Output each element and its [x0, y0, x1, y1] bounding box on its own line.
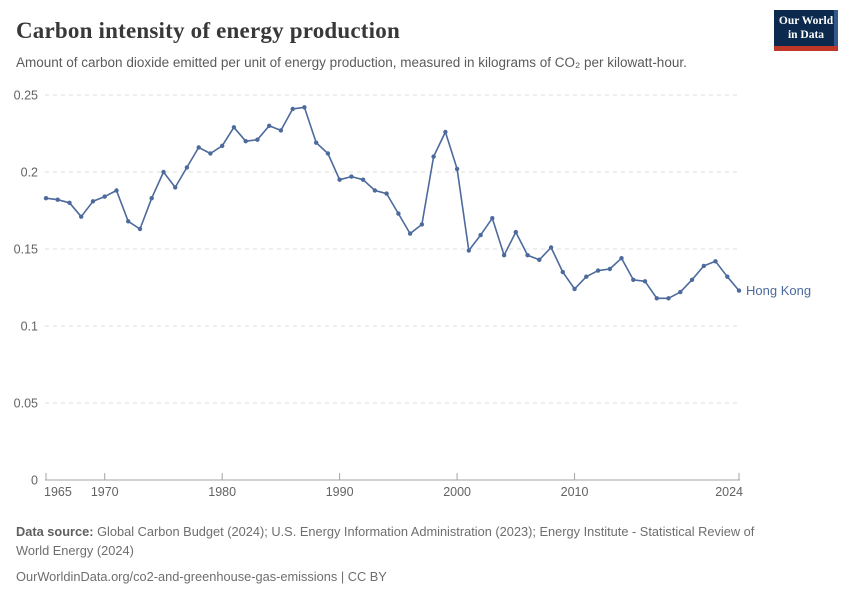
data-point[interactable] — [419, 221, 425, 227]
data-point[interactable] — [431, 153, 436, 159]
x-tick-label: 1970 — [91, 485, 119, 499]
data-point[interactable] — [55, 197, 60, 202]
data-point[interactable] — [501, 252, 507, 257]
page-root: Carbon intensity of energy production Am… — [0, 0, 850, 73]
data-point[interactable] — [548, 244, 554, 250]
y-tick-label: 0 — [31, 473, 38, 487]
data-point[interactable] — [43, 195, 49, 200]
data-point[interactable] — [678, 289, 683, 294]
logo-red-bar — [774, 46, 838, 51]
data-point[interactable] — [90, 198, 96, 204]
data-point[interactable] — [349, 173, 354, 179]
data-point[interactable] — [67, 200, 72, 205]
x-tick-label: 1990 — [326, 485, 354, 499]
datasource-text: Global Carbon Budget (2024); U.S. Energy… — [16, 523, 755, 558]
data-point[interactable] — [537, 257, 542, 262]
x-tick-label: 2000 — [443, 485, 471, 499]
datasource-line: Data source: Global Carbon Budget (2024)… — [16, 522, 758, 560]
data-point[interactable] — [137, 226, 143, 231]
data-point[interactable] — [173, 184, 178, 190]
data-point[interactable] — [572, 286, 577, 291]
x-tick-label: 2024 — [715, 485, 743, 499]
data-point[interactable] — [560, 269, 565, 274]
footer: Data source: Global Carbon Budget (2024)… — [0, 522, 850, 587]
data-point[interactable] — [184, 164, 190, 170]
y-tick-label: 0.15 — [14, 242, 38, 256]
data-point[interactable] — [255, 137, 260, 142]
page-subtitle: Amount of carbon dioxide emitted per uni… — [16, 55, 687, 70]
data-point[interactable] — [79, 214, 84, 219]
y-tick-label: 0.05 — [14, 396, 38, 410]
data-point[interactable] — [513, 229, 518, 234]
data-point[interactable] — [466, 247, 471, 253]
x-tick-label: 1980 — [208, 485, 236, 499]
page-title: Carbon intensity of energy production — [16, 18, 400, 43]
citation-line[interactable]: OurWorldinData.org/co2-and-greenhouse-ga… — [16, 568, 387, 584]
series-line-hong-kong[interactable] — [45, 106, 740, 299]
logo-background — [774, 10, 838, 51]
data-point[interactable] — [666, 295, 671, 301]
data-point[interactable] — [290, 106, 295, 111]
y-tick-label: 0.25 — [14, 88, 38, 102]
y-tick-label: 0.1 — [21, 319, 38, 333]
data-point[interactable] — [631, 277, 636, 282]
datasource-label: Data source: — [16, 523, 94, 539]
data-point[interactable] — [478, 232, 483, 237]
data-point[interactable] — [302, 104, 307, 110]
owid-logo[interactable]: Our World in Data — [774, 10, 838, 51]
data-point[interactable] — [642, 278, 648, 284]
chart-area[interactable]: 0 0.05 0.1 0.15 0.2 0.25 1965 1970 1980 1990 2000 2… — [0, 75, 850, 510]
data-point[interactable] — [396, 210, 401, 216]
data-point[interactable] — [114, 187, 119, 193]
data-point[interactable] — [689, 277, 695, 282]
data-point[interactable] — [231, 124, 237, 130]
data-point[interactable] — [384, 190, 389, 196]
data-point[interactable] — [454, 166, 460, 171]
data-point[interactable] — [713, 258, 718, 264]
data-point[interactable] — [725, 274, 730, 279]
data-point[interactable] — [149, 195, 154, 200]
data-point[interactable] — [619, 255, 624, 260]
data-point[interactable] — [654, 295, 659, 301]
line-chart[interactable]: 0 0.05 0.1 0.15 0.2 0.25 1965 1970 1980 1990 2000 2… — [0, 75, 850, 505]
x-tick-label: 1965 — [44, 485, 72, 499]
data-point[interactable] — [161, 169, 166, 174]
data-point[interactable] — [443, 129, 448, 134]
data-point[interactable] — [607, 266, 612, 271]
data-point[interactable] — [325, 150, 331, 156]
data-point[interactable] — [584, 274, 589, 279]
series-label-hong-kong[interactable]: Hong Kong — [746, 283, 811, 298]
data-point[interactable] — [278, 127, 284, 133]
data-point[interactable] — [525, 252, 530, 257]
data-point[interactable] — [267, 123, 272, 128]
data-point[interactable] — [337, 177, 342, 182]
y-tick-label: 0.2 — [21, 165, 38, 179]
data-point[interactable] — [372, 187, 378, 193]
data-point[interactable] — [220, 143, 225, 148]
data-point[interactable] — [314, 140, 319, 145]
x-tick-label: 2010 — [561, 485, 589, 499]
data-point[interactable] — [701, 263, 706, 268]
data-point[interactable] — [595, 267, 601, 273]
logo-right-strip — [834, 10, 838, 46]
data-point[interactable] — [243, 138, 248, 143]
data-point[interactable] — [490, 215, 495, 220]
data-point[interactable] — [360, 177, 366, 182]
data-point[interactable] — [407, 230, 413, 236]
data-point[interactable] — [126, 218, 131, 224]
data-point[interactable] — [736, 287, 742, 293]
data-point[interactable] — [196, 144, 201, 150]
data-point[interactable] — [102, 193, 107, 199]
data-point[interactable] — [208, 150, 213, 156]
logo-text: Our World in Data — [778, 15, 834, 41]
